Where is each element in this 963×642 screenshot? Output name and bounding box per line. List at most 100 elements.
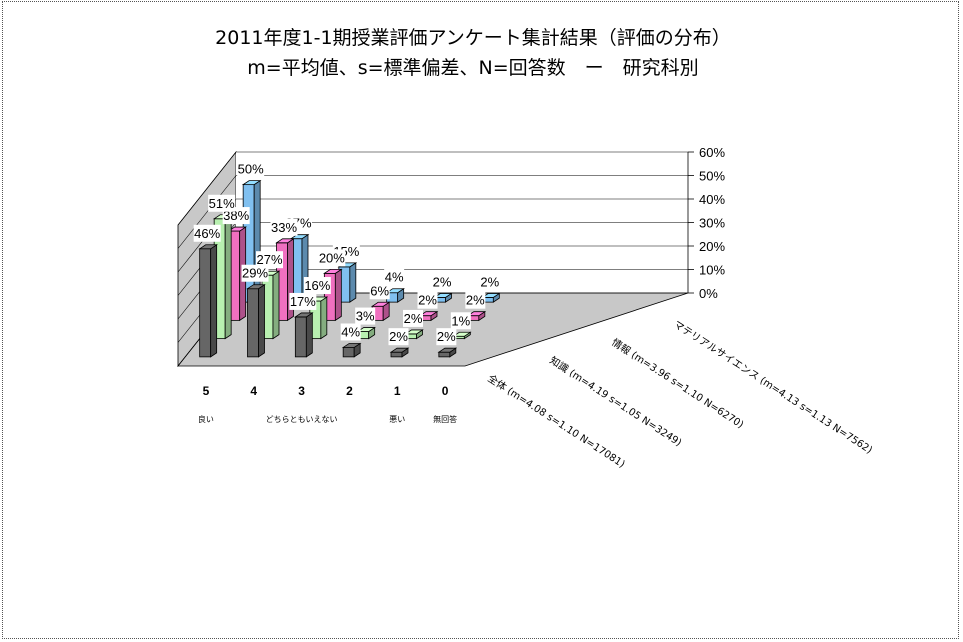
bar-side xyxy=(334,268,342,322)
bar-top xyxy=(389,347,410,353)
data-label-text: 16% xyxy=(304,278,330,293)
category-sublabel: 良い xyxy=(198,414,214,424)
y-tick-label: 30% xyxy=(699,216,725,231)
data-label-text: 2% xyxy=(404,311,423,326)
bar-top xyxy=(404,329,424,335)
bar-5-1 xyxy=(452,331,472,340)
bar-top xyxy=(466,311,487,317)
data-label-bg xyxy=(193,224,221,242)
bar-top xyxy=(198,244,218,250)
category-label: 3 xyxy=(298,384,305,398)
bar-1-0 xyxy=(246,283,266,358)
data-label-text: 27% xyxy=(256,252,282,267)
bar-front xyxy=(438,351,451,358)
data-label-bg xyxy=(436,328,457,346)
bar-side xyxy=(305,312,313,358)
category-sublabel: 悪い xyxy=(389,415,405,424)
data-label-text: 50% xyxy=(238,162,264,177)
bar-front xyxy=(294,316,307,358)
data-label-text: 3% xyxy=(356,309,375,324)
bar-top xyxy=(246,284,266,290)
bar-top xyxy=(294,312,314,318)
data-label-text: 2% xyxy=(466,293,485,308)
bar-top xyxy=(452,331,472,337)
data-label-text: 6% xyxy=(370,283,389,298)
bar-top xyxy=(289,234,310,240)
bar-top xyxy=(241,180,262,186)
category-labels: 5 良い 4 3 どちらともいえない 2 1 悪い 0 無回答 xyxy=(198,384,457,424)
data-label-text: 46% xyxy=(194,226,220,241)
category-label: 4 xyxy=(250,384,257,398)
bar-4-0 xyxy=(389,347,410,358)
bar-4-1 xyxy=(404,329,424,340)
data-label-text: 2% xyxy=(418,293,437,308)
chart-title: 2011年度1-1期授業評価アンケート集計結果（評価の分布） xyxy=(215,27,731,49)
series-label: マテリアルサイエンス (m=4.13 s=1.13 N=7562) xyxy=(671,318,874,456)
bar-front xyxy=(199,248,212,358)
y-tick-label: 60% xyxy=(699,145,725,160)
bar-side xyxy=(272,270,280,340)
data-label-bg xyxy=(256,251,283,269)
bar-top xyxy=(385,288,405,294)
category-sublabel: どちらともいえない xyxy=(266,415,338,424)
bar-side xyxy=(349,262,357,303)
bar-side xyxy=(258,283,265,358)
bar-2-0 xyxy=(294,312,314,358)
data-label-bg xyxy=(465,291,486,309)
data-label: 33% xyxy=(270,218,298,236)
bar-3-2 xyxy=(370,301,391,322)
bar-top xyxy=(370,301,391,307)
data-label: 2% xyxy=(432,273,452,291)
bar-top xyxy=(323,268,343,274)
data-label-text: 2% xyxy=(389,329,408,344)
data-label-bg xyxy=(403,309,423,327)
data-label-text: 38% xyxy=(223,208,249,223)
data-label-text: 17% xyxy=(290,294,316,309)
bar-top xyxy=(227,226,247,232)
grid-side xyxy=(177,151,237,226)
category-sublabel: 無回答 xyxy=(433,414,457,424)
bar-top xyxy=(356,327,376,332)
data-label-bg xyxy=(384,268,405,286)
data-label: 29% xyxy=(241,264,269,282)
data-label: 2% xyxy=(436,328,457,346)
y-tick-label: 0% xyxy=(699,286,718,301)
data-label: 4% xyxy=(384,268,405,286)
data-label-bg xyxy=(450,312,471,330)
bar-front xyxy=(390,351,403,358)
data-label-bg xyxy=(237,160,265,178)
data-label-bg xyxy=(432,273,452,291)
bar-top xyxy=(433,293,453,298)
bar-top xyxy=(437,347,458,353)
bar-top xyxy=(341,343,362,348)
data-label-text: 4% xyxy=(341,324,360,339)
data-label: 4% xyxy=(340,323,361,341)
data-label-text: 1% xyxy=(451,313,470,328)
data-label-bg xyxy=(303,277,331,295)
grid-side xyxy=(177,175,237,249)
y-axis: 60% 50% 40% 30% 20% 10% 0% xyxy=(687,145,725,301)
y-tick-label: 50% xyxy=(699,169,725,184)
category-label: 0 xyxy=(442,384,449,398)
data-label-bg xyxy=(241,264,269,282)
chart-subtitle: m=平均値、s=標準偏差、N=回答数 ー 研究科別 xyxy=(247,57,698,79)
data-label-text: 2% xyxy=(480,274,499,289)
bar-top xyxy=(481,293,501,298)
category-label: 2 xyxy=(346,384,353,398)
data-label-text: 33% xyxy=(271,220,297,235)
data-label: 1% xyxy=(450,312,471,330)
bar-3-3 xyxy=(385,287,405,303)
data-label: 3% xyxy=(355,307,376,325)
data-label: 50% xyxy=(237,160,265,178)
bar-top xyxy=(418,311,439,317)
data-label: 20% xyxy=(318,249,346,267)
data-label-text: 4% xyxy=(385,270,404,285)
data-label: 46% xyxy=(193,224,221,242)
bars-group: 50%27%15%4% 2% 2%38%33%20%6%2% 2%51%27%16%3… xyxy=(193,160,501,358)
series-labels: 全体 (m=4.08 s=1.10 N=17081)知識 (m=4.19 s=1… xyxy=(485,318,874,470)
data-label-bg xyxy=(479,273,500,291)
data-label-text: 51% xyxy=(209,196,235,211)
data-label: 2% xyxy=(417,291,438,309)
y-tick-label: 10% xyxy=(699,263,725,278)
